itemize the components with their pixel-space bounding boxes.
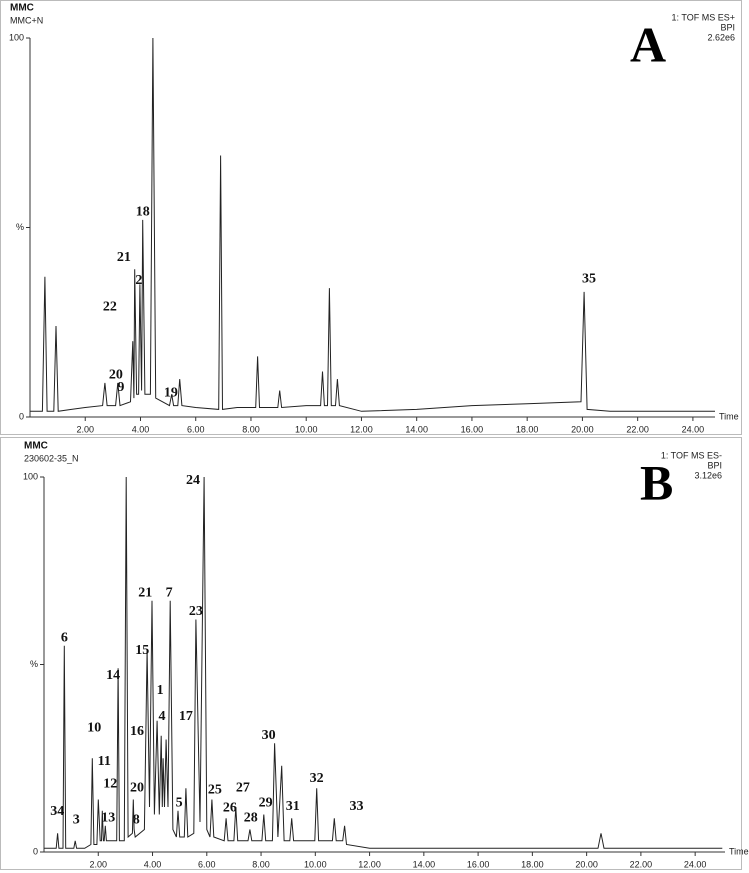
peak-label: 6 [61, 630, 68, 645]
detector-info: 1: TOF MS ES- [661, 450, 722, 460]
y-tick-label: % [16, 222, 24, 232]
panel-frame [0, 437, 742, 870]
peak-label: 28 [244, 810, 258, 825]
x-tick-label: 16.00 [467, 859, 490, 869]
chart-subtitle: MMC+N [10, 15, 43, 25]
peak-label: 14 [106, 668, 120, 683]
y-tick-label: 100 [23, 471, 38, 481]
peak-label: 11 [98, 754, 111, 769]
x-tick-label: 10.00 [304, 859, 327, 869]
peak-label: 20 [109, 368, 123, 383]
peak-label: 15 [135, 643, 149, 658]
detector-info: 3.12e6 [694, 470, 722, 480]
chart-title: MMC [24, 441, 48, 452]
panel-label: A [630, 16, 666, 72]
x-tick-label: 22.00 [630, 859, 653, 869]
x-tick-label: 2.00 [89, 859, 107, 869]
peak-label: 9 [117, 380, 124, 395]
x-axis-label: Time [719, 411, 739, 421]
chart-title: MMC [10, 3, 34, 14]
peak-label: 33 [350, 799, 364, 814]
peak-label: 32 [310, 771, 324, 786]
x-tick-label: 22.00 [626, 424, 649, 434]
x-tick-label: 4.00 [144, 859, 162, 869]
peak-label: 19 [164, 385, 178, 400]
peak-label: 17 [179, 709, 193, 724]
peak-label: 31 [286, 799, 300, 814]
detector-info: BPI [720, 22, 735, 32]
peak-label: 3 [73, 812, 80, 827]
peak-label: 1 [157, 683, 164, 698]
x-tick-label: 4.00 [132, 424, 150, 434]
detector-info: BPI [707, 460, 722, 470]
x-tick-label: 14.00 [405, 424, 428, 434]
x-tick-label: 12.00 [350, 424, 373, 434]
y-tick-label: 0 [33, 846, 38, 856]
x-tick-label: 18.00 [521, 859, 544, 869]
peak-label: 21 [117, 250, 131, 265]
peak-label: 34 [50, 804, 64, 819]
peak-label: 22 [103, 299, 117, 314]
peak-label: 21 [138, 585, 152, 600]
detector-info: 1: TOF MS ES+ [672, 12, 735, 22]
peak-label: 5 [176, 795, 183, 810]
x-tick-label: 12.00 [358, 859, 381, 869]
panel-label: B [640, 454, 673, 510]
peak-label: 7 [166, 585, 173, 600]
peak-label: 30 [262, 728, 276, 743]
peak-label: 25 [208, 782, 222, 797]
x-tick-label: 2.00 [76, 424, 94, 434]
x-tick-label: 8.00 [242, 424, 260, 434]
x-tick-label: 10.00 [295, 424, 318, 434]
peak-label: 23 [189, 604, 203, 619]
chromatogram-trace [44, 476, 723, 849]
x-tick-label: 18.00 [516, 424, 539, 434]
x-tick-label: 24.00 [682, 424, 705, 434]
peak-label: 16 [130, 724, 144, 739]
x-axis-label: Time [729, 846, 749, 856]
x-tick-label: 24.00 [684, 859, 707, 869]
x-tick-label: 16.00 [461, 424, 484, 434]
peak-label: 18 [136, 205, 150, 220]
x-tick-label: 14.00 [413, 859, 436, 869]
y-tick-label: 0 [19, 411, 24, 421]
x-tick-label: 8.00 [252, 859, 270, 869]
peak-label: 26 [223, 800, 237, 815]
peak-label: 20 [130, 780, 144, 795]
peak-label: 2 [135, 273, 142, 288]
peak-label: 13 [101, 810, 115, 825]
x-tick-label: 6.00 [187, 424, 205, 434]
peak-label: 27 [236, 780, 250, 795]
peak-label: 35 [582, 271, 596, 286]
panel-frame [0, 0, 742, 435]
x-tick-label: 20.00 [571, 424, 594, 434]
y-tick-label: 100 [9, 32, 24, 42]
peak-label: 29 [259, 795, 273, 810]
detector-info: 2.62e6 [707, 32, 735, 42]
x-tick-label: 20.00 [575, 859, 598, 869]
chart-subtitle: 230602-35_N [24, 453, 79, 463]
peak-label: 4 [159, 709, 166, 724]
peak-label: 24 [186, 473, 200, 488]
chromatogram-trace [30, 37, 715, 412]
peak-label: 8 [133, 812, 140, 827]
peak-label: 12 [103, 777, 117, 792]
peak-label: 10 [87, 720, 101, 735]
x-tick-label: 6.00 [198, 859, 216, 869]
y-tick-label: % [30, 659, 38, 669]
